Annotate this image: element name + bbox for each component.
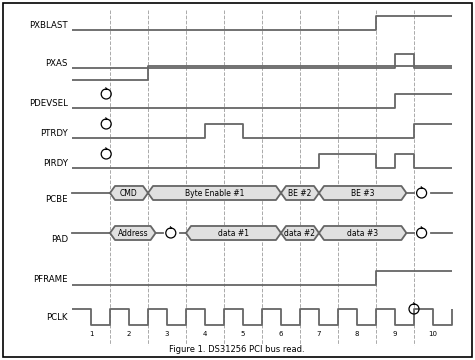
Text: PFRAME: PFRAME: [33, 275, 68, 284]
Text: PCLK: PCLK: [47, 312, 68, 321]
Text: BE #3: BE #3: [351, 189, 374, 198]
Text: 6: 6: [279, 331, 283, 337]
Polygon shape: [148, 186, 281, 200]
Text: 7: 7: [317, 331, 321, 337]
Polygon shape: [319, 226, 407, 240]
Text: PXAS: PXAS: [46, 58, 68, 68]
Text: 1: 1: [89, 331, 93, 337]
Text: 2: 2: [127, 331, 131, 337]
Text: BE #2: BE #2: [288, 189, 312, 198]
Text: Figure 1. DS31256 PCI bus read.: Figure 1. DS31256 PCI bus read.: [169, 345, 305, 354]
Text: PAD: PAD: [51, 235, 68, 244]
Polygon shape: [110, 226, 156, 240]
Text: data #1: data #1: [218, 229, 249, 238]
Text: 9: 9: [393, 331, 397, 337]
Polygon shape: [281, 186, 319, 200]
Text: PIRDY: PIRDY: [43, 158, 68, 167]
Polygon shape: [281, 226, 319, 240]
Text: CMD: CMD: [120, 189, 138, 198]
Text: 5: 5: [241, 331, 245, 337]
Polygon shape: [110, 186, 148, 200]
Text: 4: 4: [203, 331, 207, 337]
Text: PDEVSEL: PDEVSEL: [29, 99, 68, 108]
Polygon shape: [319, 186, 407, 200]
Text: PTRDY: PTRDY: [40, 129, 68, 138]
Text: 3: 3: [165, 331, 169, 337]
Text: data #3: data #3: [347, 229, 378, 238]
Polygon shape: [186, 226, 281, 240]
Text: Byte Enable #1: Byte Enable #1: [185, 189, 244, 198]
Text: PCBE: PCBE: [46, 195, 68, 204]
Text: 10: 10: [428, 331, 437, 337]
Text: 8: 8: [355, 331, 359, 337]
Text: data #2: data #2: [285, 229, 315, 238]
Text: PXBLAST: PXBLAST: [29, 22, 68, 31]
Text: Address: Address: [117, 229, 148, 238]
